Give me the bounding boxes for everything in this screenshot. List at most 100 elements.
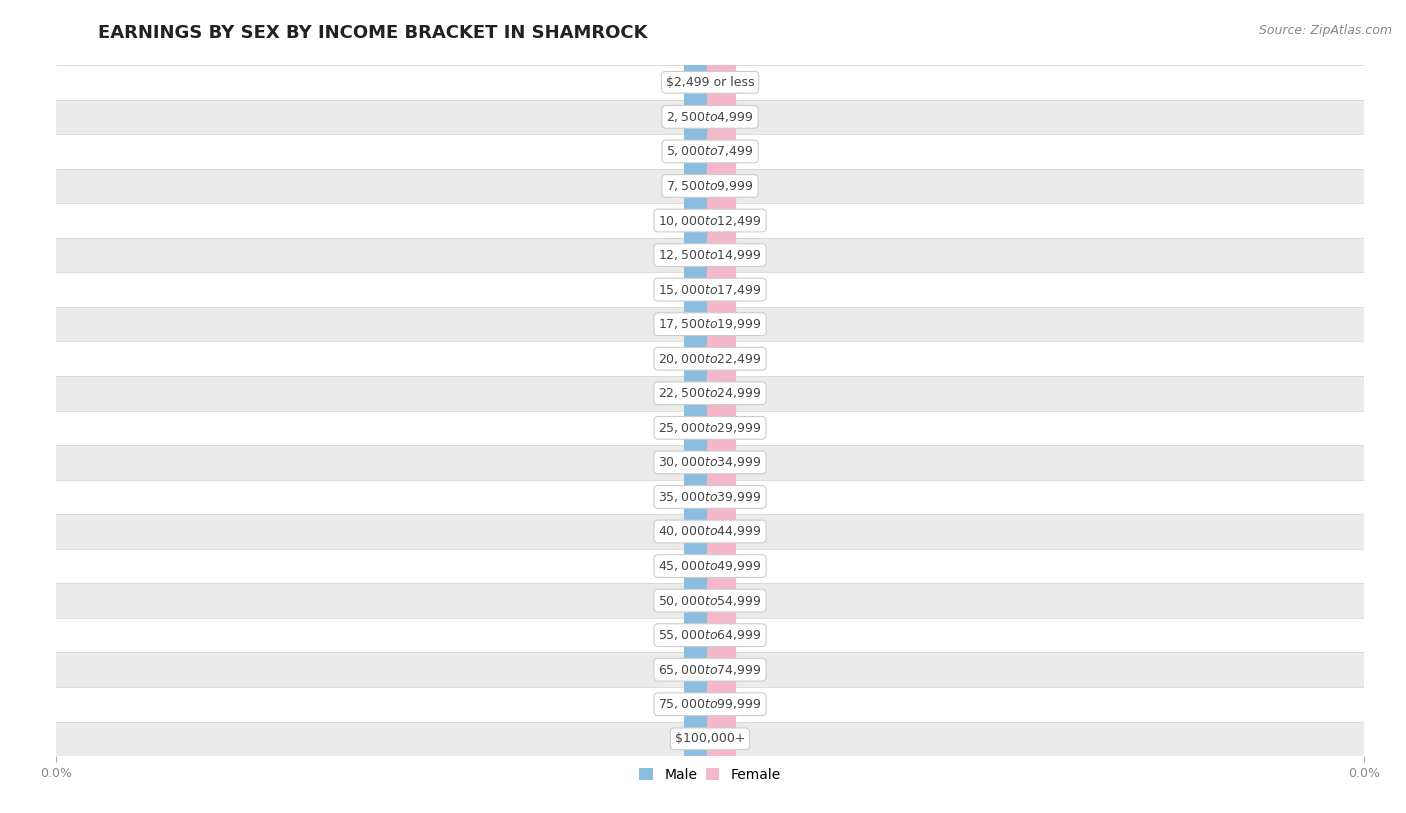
Text: 0.0%: 0.0% [706,181,737,191]
FancyBboxPatch shape [683,365,713,421]
Text: 0.0%: 0.0% [706,146,737,156]
Text: 0.0%: 0.0% [683,250,714,260]
Text: 0.0%: 0.0% [683,561,714,571]
Text: $10,000 to $12,499: $10,000 to $12,499 [658,214,762,228]
FancyBboxPatch shape [707,89,737,145]
FancyBboxPatch shape [707,227,737,283]
FancyBboxPatch shape [683,469,713,525]
Text: 0.0%: 0.0% [706,458,737,467]
Text: 0.0%: 0.0% [706,423,737,433]
FancyBboxPatch shape [707,434,737,490]
Bar [56,65,1364,99]
FancyBboxPatch shape [683,641,713,698]
Text: 0.0%: 0.0% [706,734,737,744]
Text: 0.0%: 0.0% [683,320,714,329]
FancyBboxPatch shape [707,400,737,456]
Text: $25,000 to $29,999: $25,000 to $29,999 [658,421,762,435]
Bar [56,618,1364,652]
FancyBboxPatch shape [683,434,713,490]
Text: 0.0%: 0.0% [683,354,714,363]
Text: 0.0%: 0.0% [706,527,737,537]
Text: 0.0%: 0.0% [706,215,737,225]
Bar [56,515,1364,549]
FancyBboxPatch shape [707,262,737,318]
Text: 0.0%: 0.0% [683,215,714,225]
Text: $5,000 to $7,499: $5,000 to $7,499 [666,145,754,159]
Text: 0.0%: 0.0% [683,181,714,191]
Text: 0.0%: 0.0% [683,146,714,156]
Bar [56,687,1364,722]
Text: 0.0%: 0.0% [683,630,714,640]
Bar [56,99,1364,134]
Legend: Male, Female: Male, Female [634,762,786,787]
Text: $17,500 to $19,999: $17,500 to $19,999 [658,317,762,331]
Bar [56,584,1364,618]
Bar [56,341,1364,376]
Text: $45,000 to $49,999: $45,000 to $49,999 [658,559,762,573]
Text: $75,000 to $99,999: $75,000 to $99,999 [658,698,762,711]
FancyBboxPatch shape [683,572,713,628]
FancyBboxPatch shape [707,711,737,767]
FancyBboxPatch shape [683,296,713,352]
Text: 0.0%: 0.0% [683,492,714,502]
Bar [56,203,1364,237]
Text: 0.0%: 0.0% [683,112,714,122]
Text: 0.0%: 0.0% [683,285,714,294]
Text: 0.0%: 0.0% [683,665,714,675]
FancyBboxPatch shape [707,296,737,352]
Text: $35,000 to $39,999: $35,000 to $39,999 [658,490,762,504]
Text: 0.0%: 0.0% [706,596,737,606]
Text: $40,000 to $44,999: $40,000 to $44,999 [658,524,762,538]
Text: $100,000+: $100,000+ [675,733,745,746]
FancyBboxPatch shape [707,331,737,387]
Bar [56,169,1364,203]
Text: $12,500 to $14,999: $12,500 to $14,999 [658,248,762,262]
Bar [56,480,1364,515]
Text: $65,000 to $74,999: $65,000 to $74,999 [658,663,762,676]
FancyBboxPatch shape [707,676,737,733]
Bar [56,272,1364,307]
Text: $55,000 to $64,999: $55,000 to $64,999 [658,628,762,642]
Text: EARNINGS BY SEX BY INCOME BRACKET IN SHAMROCK: EARNINGS BY SEX BY INCOME BRACKET IN SHA… [98,24,648,42]
Text: 0.0%: 0.0% [706,630,737,640]
Text: $22,500 to $24,999: $22,500 to $24,999 [658,386,762,400]
FancyBboxPatch shape [707,124,737,180]
FancyBboxPatch shape [707,54,737,111]
Text: 0.0%: 0.0% [706,492,737,502]
FancyBboxPatch shape [707,158,737,214]
Text: 0.0%: 0.0% [683,389,714,398]
Text: 0.0%: 0.0% [706,389,737,398]
FancyBboxPatch shape [707,641,737,698]
FancyBboxPatch shape [707,193,737,249]
Bar [56,411,1364,446]
Text: 0.0%: 0.0% [706,250,737,260]
Text: Source: ZipAtlas.com: Source: ZipAtlas.com [1258,24,1392,37]
FancyBboxPatch shape [683,193,713,249]
FancyBboxPatch shape [683,227,713,283]
Text: $30,000 to $34,999: $30,000 to $34,999 [658,455,762,469]
Bar [56,446,1364,480]
Text: 0.0%: 0.0% [683,458,714,467]
Text: 0.0%: 0.0% [683,423,714,433]
Text: 0.0%: 0.0% [706,699,737,709]
Text: $2,500 to $4,999: $2,500 to $4,999 [666,110,754,124]
FancyBboxPatch shape [707,503,737,559]
Text: 0.0%: 0.0% [706,561,737,571]
Text: 0.0%: 0.0% [706,112,737,122]
FancyBboxPatch shape [683,607,713,663]
Text: $15,000 to $17,499: $15,000 to $17,499 [658,283,762,297]
Text: 0.0%: 0.0% [683,596,714,606]
Text: $20,000 to $22,499: $20,000 to $22,499 [658,352,762,366]
Text: 0.0%: 0.0% [706,77,737,87]
FancyBboxPatch shape [707,469,737,525]
Text: $2,499 or less: $2,499 or less [666,76,754,89]
Bar [56,549,1364,584]
FancyBboxPatch shape [683,54,713,111]
FancyBboxPatch shape [707,365,737,421]
Bar [56,134,1364,169]
FancyBboxPatch shape [683,676,713,733]
Bar [56,376,1364,411]
Bar [56,652,1364,687]
FancyBboxPatch shape [683,158,713,214]
FancyBboxPatch shape [683,538,713,594]
